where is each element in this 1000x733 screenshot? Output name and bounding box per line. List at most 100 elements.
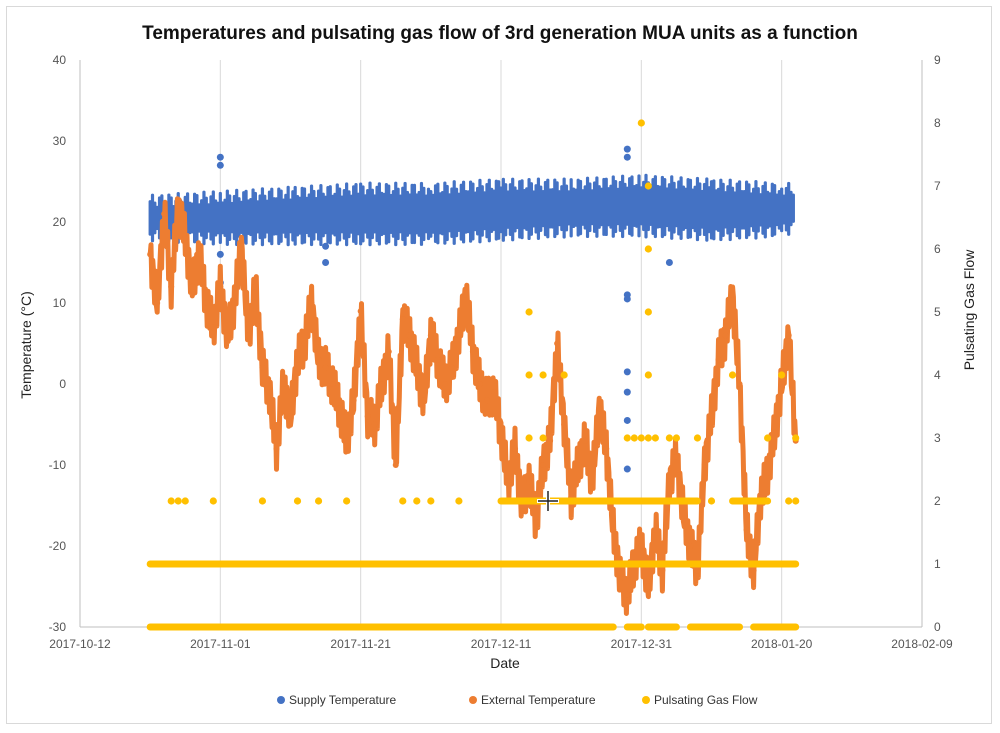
external-temperature-point	[490, 389, 497, 396]
external-temperature-point	[652, 526, 659, 533]
external-temperature-point	[441, 381, 448, 387]
external-temperature-point	[729, 291, 736, 298]
y-tick-label: -10	[49, 458, 67, 472]
external-temperature-point	[245, 332, 252, 339]
external-temperature-point	[315, 356, 322, 363]
gas-flow-point	[167, 497, 175, 505]
external-temperature-point	[617, 575, 624, 582]
y-axis-title: Temperature (°C)	[18, 291, 34, 399]
gas-flow-point	[644, 371, 652, 379]
external-temperature-point	[273, 445, 280, 452]
external-temperature-point	[329, 381, 336, 387]
external-temperature-point	[624, 591, 631, 598]
external-temperature-point	[743, 526, 750, 533]
external-temperature-point	[217, 283, 224, 290]
external-temperature-point	[694, 567, 701, 574]
external-temperature-point	[280, 381, 287, 387]
external-temperature-point	[378, 381, 385, 387]
supply-temperature-outlier	[623, 153, 631, 161]
external-temperature-point	[448, 364, 455, 371]
gas-flow-point	[560, 371, 568, 379]
external-temperature-point	[455, 332, 462, 339]
gas-flow-point	[209, 497, 217, 505]
external-temperature-point	[666, 478, 673, 485]
grid	[79, 60, 923, 627]
gas-flow-point	[644, 308, 652, 316]
y2-tick-label: 7	[934, 179, 941, 193]
supply-temperature-outlier	[322, 259, 330, 266]
x-tick-label: 2017-10-12	[49, 637, 111, 651]
legend-item-supply[interactable]: Supply Temperature	[277, 693, 397, 707]
gas-flow-point	[672, 434, 681, 442]
external-temperature-point	[462, 291, 469, 298]
external-temperature-point	[476, 381, 483, 387]
y-tick-label: -20	[49, 539, 67, 553]
y2-tick-label: 4	[934, 368, 941, 382]
external-temperature-point	[673, 453, 680, 460]
external-temperature-point	[469, 348, 476, 355]
supply-temperature-outlier	[623, 145, 631, 153]
external-temperature-point	[336, 405, 343, 412]
crosshair-cursor-icon	[537, 490, 559, 512]
x-tick-label: 2018-02-09	[891, 637, 953, 651]
y-tick-label: 40	[53, 53, 67, 67]
external-temperature-point	[561, 421, 568, 428]
x-tick-label: 2017-11-01	[190, 637, 251, 651]
supply-temperature-outlier	[623, 416, 631, 424]
external-temperature-point	[771, 429, 778, 436]
external-temperature-point	[252, 283, 259, 290]
gas-flow-point	[651, 434, 659, 442]
external-temperature-point	[715, 356, 722, 363]
gas-flow-point	[792, 497, 800, 505]
external-temperature-series	[147, 196, 799, 616]
supply-temperature-outlier	[665, 259, 673, 266]
y-tick-label: 10	[53, 296, 67, 310]
external-temperature-point	[294, 356, 301, 363]
gas-flow-point	[623, 434, 631, 442]
pulsating-gas-flow-series	[146, 119, 800, 631]
gas-flow-point	[644, 182, 652, 190]
external-temperature-point	[399, 316, 406, 323]
gas-flow-point	[181, 497, 189, 505]
gas-flow-point	[343, 497, 351, 505]
gas-flow-point	[427, 497, 435, 505]
external-temperature-point	[680, 510, 687, 517]
gas-flow-point	[525, 434, 533, 442]
external-temperature-point	[582, 437, 589, 444]
gas-flow-point	[764, 434, 772, 442]
external-temperature-point	[231, 300, 238, 306]
supply-temperature-series	[148, 145, 795, 473]
chart-title: Temperatures and pulsating gas flow of 3…	[142, 23, 858, 44]
gas-flow-point	[293, 497, 302, 505]
external-temperature-point	[610, 526, 617, 533]
external-temperature-point	[350, 397, 357, 404]
external-temperature-point	[554, 340, 561, 347]
external-temperature-point	[750, 567, 757, 574]
external-temperature-point	[708, 413, 715, 420]
y2-tick-label: 9	[934, 53, 941, 67]
legend-label-supply: Supply Temperature	[289, 693, 397, 707]
x-tick-label: 2017-11-21	[330, 637, 391, 651]
external-temperature-point	[764, 470, 771, 477]
gas-flow-point	[539, 434, 547, 442]
legend-item-external[interactable]: External Temperature	[469, 693, 596, 707]
external-temperature-point	[301, 340, 308, 347]
gas-flow-point	[785, 497, 793, 505]
legend-marker-external	[469, 696, 477, 704]
external-temperature-point	[413, 364, 420, 371]
gas-flow-point	[525, 308, 533, 316]
legend: Supply Temperature External Temperature …	[277, 693, 758, 707]
external-temperature-point	[147, 251, 154, 258]
supply-temperature-outlier	[623, 295, 631, 303]
gas-flow-point	[644, 434, 652, 442]
external-temperature-point	[224, 332, 231, 339]
external-temperature-point	[266, 389, 273, 396]
gas-flow-point	[413, 497, 421, 505]
gas-flow-point	[792, 434, 800, 442]
gas-flow-point	[644, 245, 652, 253]
legend-item-gas[interactable]: Pulsating Gas Flow	[642, 693, 758, 707]
external-temperature-point	[589, 478, 596, 485]
external-temperature-point	[357, 308, 364, 315]
gas-flow-point	[778, 371, 786, 379]
